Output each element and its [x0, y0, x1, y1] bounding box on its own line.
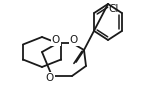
Text: Cl: Cl	[108, 4, 118, 14]
Text: O: O	[70, 35, 78, 45]
Text: O: O	[46, 73, 54, 83]
Text: O: O	[52, 35, 60, 45]
